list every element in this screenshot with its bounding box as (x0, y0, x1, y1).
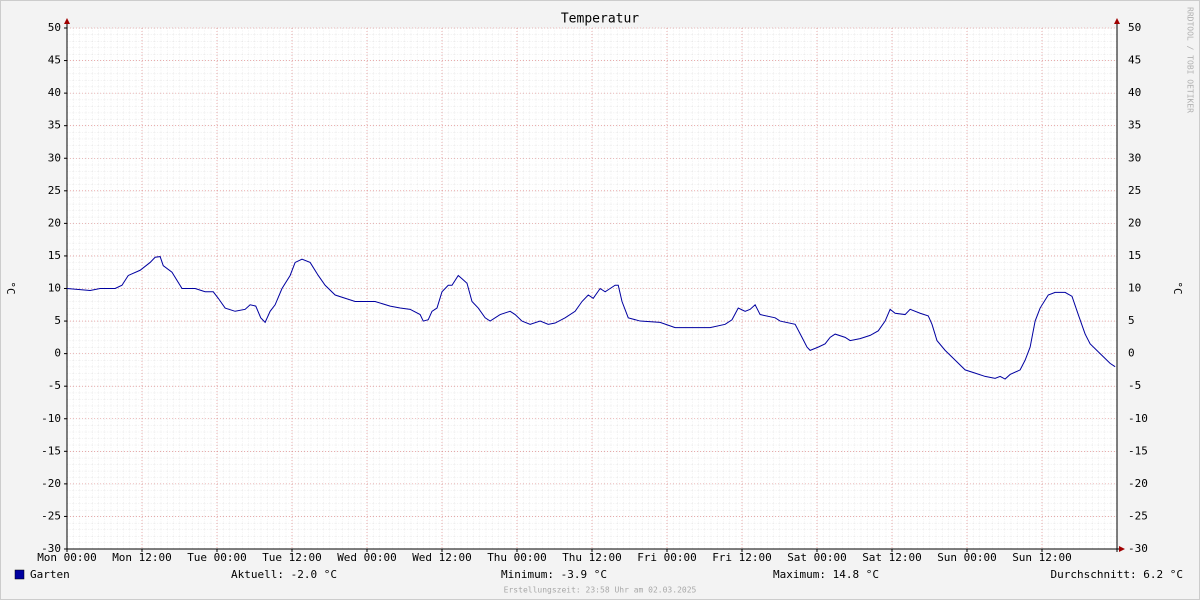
y-tick-label: 30 (48, 151, 61, 164)
x-tick-label: Sun 12:00 (1012, 551, 1072, 564)
watermark: RRDTOOL / TOBI OETIKER (1186, 7, 1195, 113)
y-tick-label: -20 (41, 477, 61, 490)
y-tick-label-right: -25 (1128, 509, 1148, 522)
y-tick-label-right: 5 (1128, 314, 1135, 327)
y-tick-label: 10 (48, 282, 61, 295)
x-tick-label: Sat 00:00 (787, 551, 847, 564)
y-tick-label: 50 (48, 21, 61, 34)
y-tick-label-right: 45 (1128, 54, 1141, 67)
y-tick-label-right: 20 (1128, 216, 1141, 229)
x-tick-label: Tue 00:00 (187, 551, 247, 564)
x-tick-label: Fri 12:00 (712, 551, 772, 564)
y-tick-label-right: 15 (1128, 249, 1141, 262)
y-tick-label: -5 (48, 379, 61, 392)
y-tick-label-right: 0 (1128, 347, 1135, 360)
legend-stat: Durchschnitt: 6.2 °C (1051, 568, 1183, 581)
legend-stat: Minimum: -3.9 °C (501, 568, 607, 581)
y-tick-label: 5 (54, 314, 61, 327)
x-tick-label: Thu 12:00 (562, 551, 622, 564)
y-tick-label-right: -20 (1128, 477, 1148, 490)
y-tick-label: 25 (48, 184, 61, 197)
y-tick-label: -10 (41, 412, 61, 425)
legend-label: Garten (30, 568, 70, 581)
y-tick-label: 40 (48, 86, 61, 99)
x-tick-label: Wed 00:00 (337, 551, 397, 564)
y-axis-label-right: °C (1171, 281, 1184, 294)
legend-swatch (14, 569, 25, 580)
footer: Erstellungszeit: 23:58 Uhr am 02.03.2025 (504, 586, 697, 595)
y-tick-label: -25 (41, 509, 61, 522)
y-tick-label: 15 (48, 249, 61, 262)
y-tick-label: 35 (48, 119, 61, 132)
y-tick-label: -15 (41, 444, 61, 457)
y-tick-label-right: 25 (1128, 184, 1141, 197)
data-line (66, 256, 1116, 380)
y-tick-label: 20 (48, 216, 61, 229)
chart-title: Temperatur (561, 12, 639, 27)
y-tick-label-right: 35 (1128, 119, 1141, 132)
y-tick-label-right: -15 (1128, 444, 1148, 457)
x-tick-label: Sun 00:00 (937, 551, 997, 564)
x-tick-label: Wed 12:00 (412, 551, 472, 564)
y-tick-label-right: -30 (1128, 542, 1148, 555)
y-tick-label-right: 50 (1128, 21, 1141, 34)
x-tick-label: Mon 12:00 (112, 551, 172, 564)
x-tick-label: Tue 12:00 (262, 551, 322, 564)
legend-stat: Aktuell: -2.0 °C (231, 568, 337, 581)
y-axis-label: °C (4, 281, 17, 294)
x-tick-label: Fri 00:00 (637, 551, 697, 564)
x-tick-label: Sat 12:00 (862, 551, 922, 564)
y-tick-label-right: 30 (1128, 151, 1141, 164)
y-tick-label-right: -10 (1128, 412, 1148, 425)
y-tick-label-right: -5 (1128, 379, 1141, 392)
legend-stat: Maximum: 14.8 °C (773, 568, 879, 581)
y-tick-label: 0 (54, 347, 61, 360)
x-tick-label: Thu 00:00 (487, 551, 547, 564)
x-tick-label: Mon 00:00 (37, 551, 97, 564)
y-tick-label: -30 (41, 542, 61, 555)
y-tick-label-right: 10 (1128, 282, 1141, 295)
y-tick-label: 45 (48, 54, 61, 67)
y-tick-label-right: 40 (1128, 86, 1141, 99)
